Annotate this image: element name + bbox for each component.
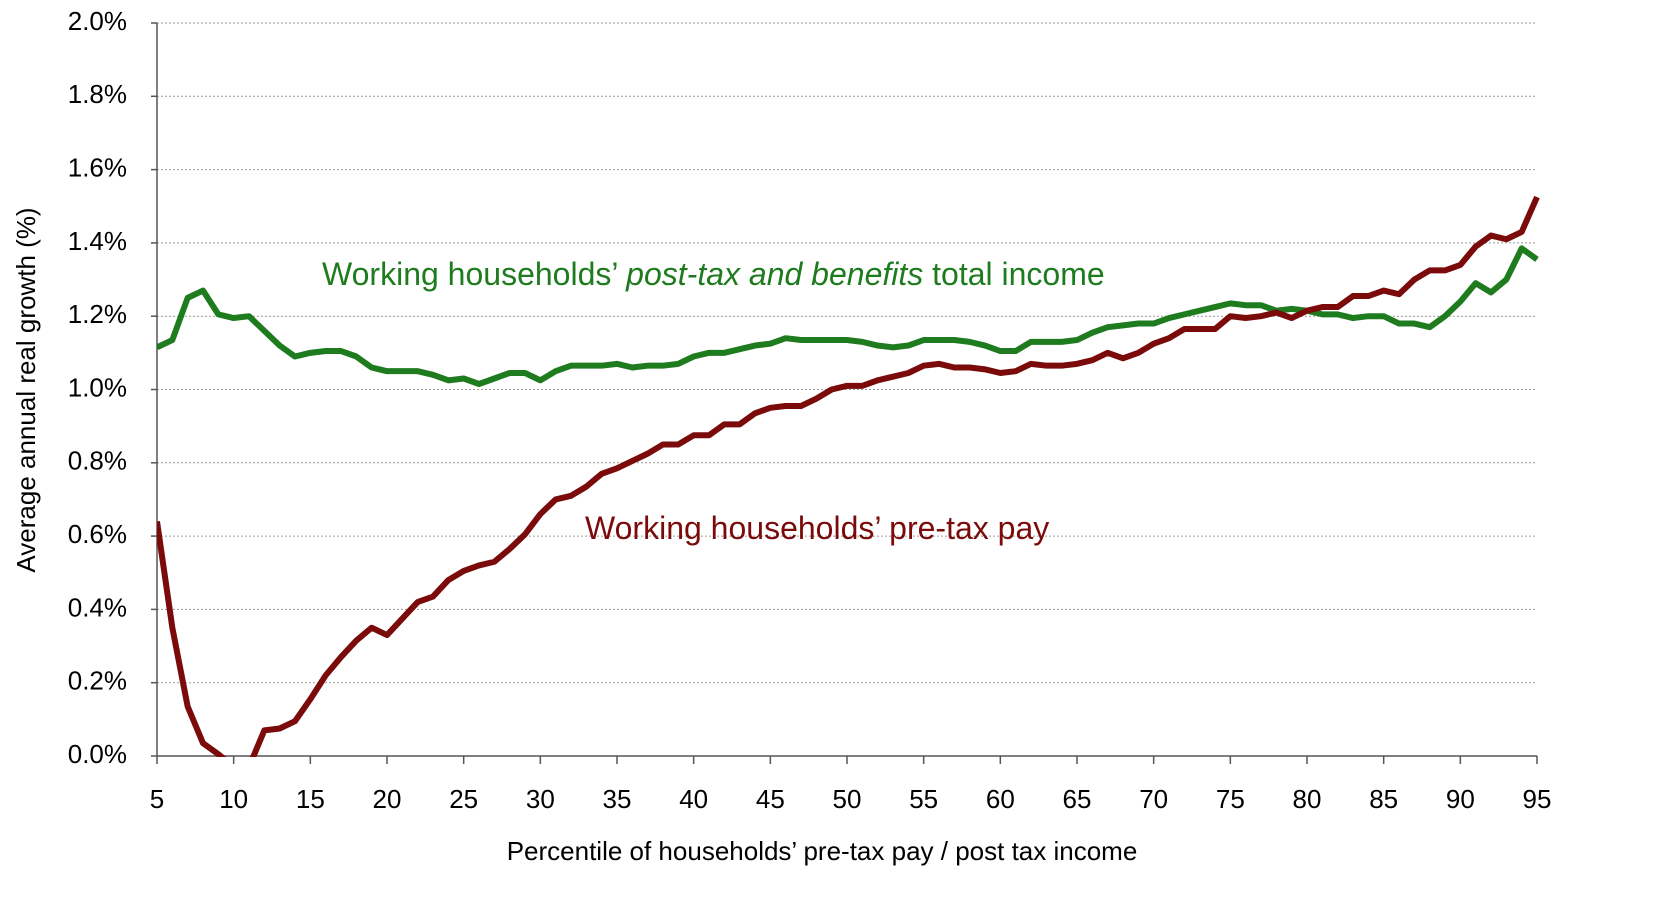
y-tick-label: 1.8% bbox=[68, 79, 127, 109]
annotation: Working households’ post-tax and benefit… bbox=[322, 256, 1105, 292]
x-tick-label: 75 bbox=[1216, 784, 1245, 814]
x-tick-label: 60 bbox=[986, 784, 1015, 814]
x-tick-label: 10 bbox=[219, 784, 248, 814]
x-tick-label: 40 bbox=[679, 784, 708, 814]
y-tick-label: 1.0% bbox=[68, 372, 127, 402]
y-axis-title: Average annual real growth (%) bbox=[11, 207, 41, 572]
annotation-part: Working households’ pre-tax pay bbox=[585, 510, 1049, 546]
x-tick-label: 85 bbox=[1369, 784, 1398, 814]
x-tick-label: 35 bbox=[603, 784, 632, 814]
annotation-part: Working households’ bbox=[322, 256, 626, 292]
x-tick-label: 25 bbox=[449, 784, 478, 814]
x-tick-label: 65 bbox=[1063, 784, 1092, 814]
x-tick-label: 30 bbox=[526, 784, 555, 814]
x-tick-label: 55 bbox=[909, 784, 938, 814]
y-tick-label: 1.2% bbox=[68, 299, 127, 329]
series-line bbox=[157, 195, 1540, 757]
annotation: Working households’ pre-tax pay bbox=[585, 510, 1049, 546]
x-tick-label: 15 bbox=[296, 784, 325, 814]
y-tick-label: 1.6% bbox=[68, 152, 127, 182]
x-tick-label: 80 bbox=[1293, 784, 1322, 814]
y-tick-label: 0.4% bbox=[68, 592, 127, 622]
x-tick-label: 45 bbox=[756, 784, 785, 814]
x-tick-label: 70 bbox=[1139, 784, 1168, 814]
x-tick-label: 50 bbox=[833, 784, 862, 814]
y-tick-label: 0.0% bbox=[68, 739, 127, 769]
x-tick-label: 5 bbox=[150, 784, 164, 814]
annotation-part: total income bbox=[923, 256, 1104, 292]
x-tick-label: 90 bbox=[1446, 784, 1475, 814]
x-tick-label: 95 bbox=[1523, 784, 1552, 814]
y-tick-label: 0.6% bbox=[68, 519, 127, 549]
y-tick-label: 0.2% bbox=[68, 666, 127, 696]
annotation-part: post-tax and benefits bbox=[625, 256, 923, 292]
y-tick-label: 2.0% bbox=[68, 6, 127, 36]
x-axis-title: Percentile of households’ pre-tax pay / … bbox=[507, 836, 1138, 866]
y-tick-label: 0.8% bbox=[68, 446, 127, 476]
y-tick-label: 1.4% bbox=[68, 226, 127, 256]
x-tick-label: 20 bbox=[373, 784, 402, 814]
